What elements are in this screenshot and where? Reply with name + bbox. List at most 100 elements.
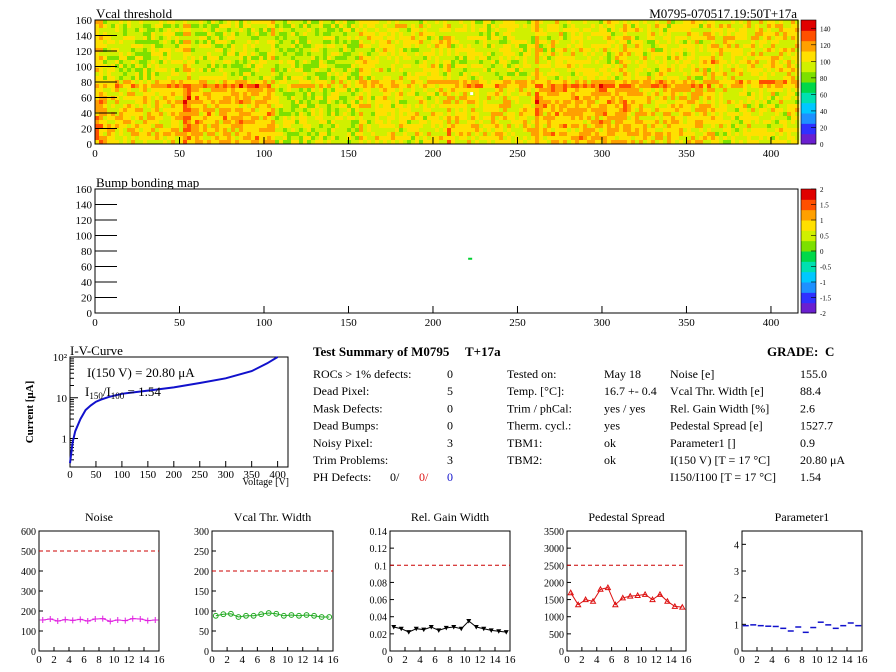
heatmap-cell	[479, 28, 484, 33]
heatmap-cell	[383, 120, 388, 125]
heatmap-cell	[711, 136, 716, 141]
heatmap-cell	[219, 80, 224, 85]
heatmap-cell	[103, 140, 108, 145]
heatmap-cell	[451, 108, 456, 113]
heatmap-cell	[415, 140, 420, 145]
heatmap-cell	[451, 100, 456, 105]
heatmap-cell	[395, 108, 400, 113]
heatmap-cell	[291, 140, 296, 145]
heatmap-cell	[191, 140, 196, 145]
heatmap-cell	[651, 28, 656, 33]
heatmap-cell	[167, 72, 172, 77]
heatmap-cell	[295, 68, 300, 73]
heatmap-cell	[367, 48, 372, 53]
heatmap-cell	[255, 116, 260, 121]
heatmap-cell	[587, 108, 592, 113]
heatmap-cell	[335, 48, 340, 53]
heatmap-cell	[599, 72, 604, 77]
heatmap-cell	[111, 92, 116, 97]
heatmap-cell	[367, 24, 372, 29]
heatmap-cell	[199, 24, 204, 29]
heatmap-cell	[439, 80, 444, 85]
heatmap-cell	[643, 136, 648, 141]
heatmap-cell	[515, 60, 520, 65]
heatmap-cell	[619, 80, 624, 85]
heatmap-cell	[203, 76, 208, 81]
heatmap-cell	[655, 108, 660, 113]
heatmap-cell	[659, 44, 664, 49]
heatmap-cell	[243, 32, 248, 37]
heatmap-cell	[531, 96, 536, 101]
heatmap-cell	[479, 72, 484, 77]
heatmap-cell	[723, 116, 728, 121]
heatmap-cell	[315, 36, 320, 41]
heatmap-cell	[259, 52, 264, 57]
heatmap-cell	[603, 92, 608, 97]
heatmap-cell	[383, 68, 388, 73]
heatmap-cell	[383, 32, 388, 37]
heatmap-cell	[527, 120, 532, 125]
heatmap-cell	[115, 120, 120, 125]
heatmap-cell	[635, 96, 640, 101]
heatmap-cell	[539, 56, 544, 61]
heatmap-cell	[239, 40, 244, 45]
heatmap-cell	[391, 108, 396, 113]
heatmap-cell	[287, 52, 292, 57]
heatmap-cell	[155, 36, 160, 41]
heatmap-cell	[183, 92, 188, 97]
heatmap-cell	[295, 124, 300, 129]
heatmap-cell	[123, 20, 128, 25]
heatmap-cell	[659, 96, 664, 101]
heatmap-cell	[167, 100, 172, 105]
heatmap-cell	[695, 128, 700, 133]
heatmap-cell	[351, 84, 356, 89]
heatmap-cell	[103, 56, 108, 61]
heatmap-cell	[647, 40, 652, 45]
heatmap-cell	[367, 120, 372, 125]
heatmap-cell	[527, 84, 532, 89]
heatmap-cell	[231, 56, 236, 61]
heatmap-cell	[395, 88, 400, 93]
heatmap-cell	[267, 76, 272, 81]
heatmap-cell	[219, 140, 224, 145]
heatmap-cell	[335, 40, 340, 45]
heatmap-cell	[287, 68, 292, 73]
heatmap-cell	[615, 20, 620, 25]
heatmap-cell	[219, 56, 224, 61]
heatmap-cell	[727, 136, 732, 141]
heatmap-cell	[719, 64, 724, 69]
heatmap-cell	[147, 80, 152, 85]
heatmap-cell	[339, 32, 344, 37]
heatmap-cell	[571, 104, 576, 109]
heatmap-cell	[535, 64, 540, 69]
heatmap-cell	[271, 28, 276, 33]
heatmap-cell	[507, 24, 512, 29]
heatmap-cell	[143, 24, 148, 29]
heatmap-cell	[235, 80, 240, 85]
heatmap-cell	[391, 20, 396, 25]
heatmap-cell	[387, 100, 392, 105]
heatmap-cell	[463, 36, 468, 41]
heatmap-cell	[703, 76, 708, 81]
heatmap-cell	[411, 140, 416, 145]
heatmap-cell	[211, 64, 216, 69]
heatmap-cell	[119, 72, 124, 77]
heatmap-cell	[251, 32, 256, 37]
heatmap-cell	[731, 132, 736, 137]
heatmap-cell	[551, 56, 556, 61]
heatmap-cell	[323, 124, 328, 129]
heatmap-cell	[343, 40, 348, 45]
heatmap-cell	[223, 112, 228, 117]
heatmap-cell	[411, 60, 416, 65]
heatmap-cell	[419, 64, 424, 69]
heatmap-cell	[463, 60, 468, 65]
heatmap-cell	[663, 116, 668, 121]
heatmap-cell	[675, 20, 680, 25]
heatmap-cell	[343, 32, 348, 37]
heatmap-cell	[699, 64, 704, 69]
heatmap-cell	[235, 124, 240, 129]
heatmap-cell	[471, 72, 476, 77]
heatmap-cell	[287, 20, 292, 25]
heatmap-cell	[323, 136, 328, 141]
heatmap-cell	[119, 88, 124, 93]
